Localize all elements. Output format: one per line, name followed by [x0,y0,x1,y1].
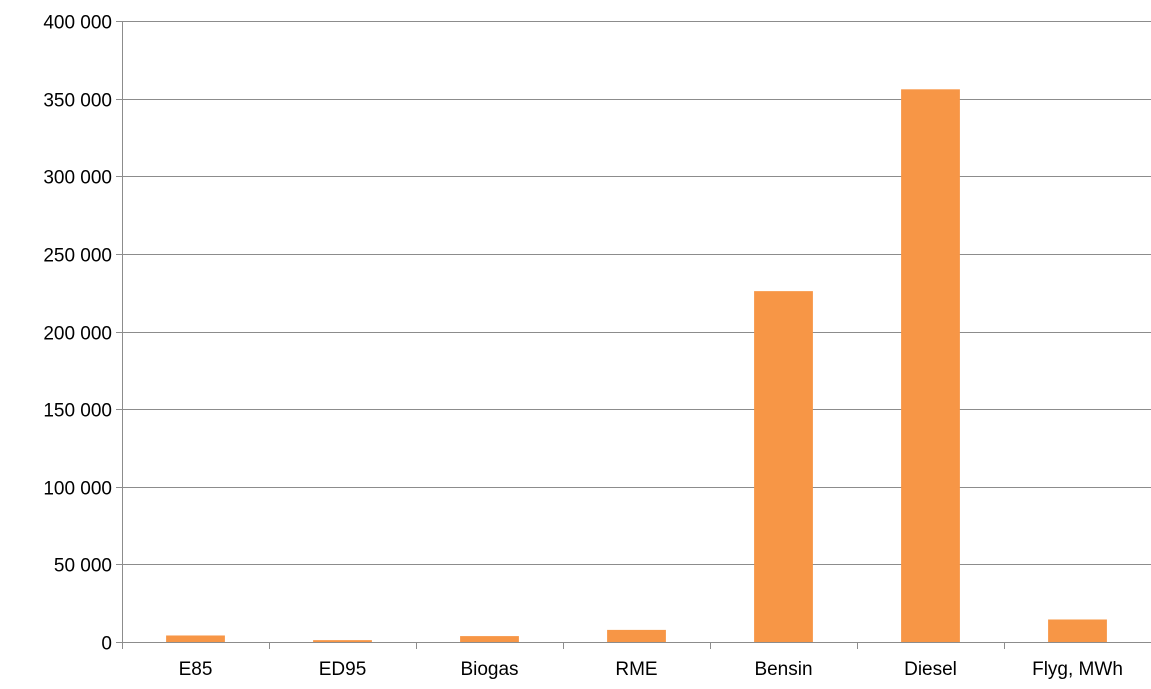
y-tick-label: 100 000 [43,479,112,500]
x-tick-label: RME [615,659,657,680]
bar-rme [607,629,666,642]
axes [116,21,1151,649]
y-tick-label: 400 000 [43,13,112,34]
y-tick-label: 200 000 [43,324,112,345]
y-tick-labels: 0 50 000 100 000 150 000 200 000 250 000 300 0… [43,13,112,655]
bar-bensin [754,291,813,642]
bar-ed95 [313,640,372,642]
bar-biogas [460,636,519,642]
y-tick-label: 50 000 [54,556,112,577]
x-tick-label: E85 [179,659,213,680]
bar-e85 [166,635,225,642]
y-tick-label: 150 000 [43,401,112,422]
bars [166,89,1107,642]
x-tick-label: ED95 [319,659,367,680]
x-tick-label: Biogas [460,659,518,680]
y-tick-label: 300 000 [43,168,112,189]
bar-flyg-mwh [1048,619,1107,642]
bar-diesel [901,89,960,642]
x-tick-label: Flyg, MWh [1032,659,1123,680]
x-tick-label: Bensin [754,659,812,680]
x-tick-label: Diesel [904,659,957,680]
gridlines [122,21,1151,565]
x-tick-labels: E85 ED95 Biogas RME Bensin Diesel Flyg, MWh [179,659,1123,680]
y-tick-label: 250 000 [43,246,112,267]
y-tick-label: 0 [101,634,112,655]
y-tick-label: 350 000 [43,91,112,112]
